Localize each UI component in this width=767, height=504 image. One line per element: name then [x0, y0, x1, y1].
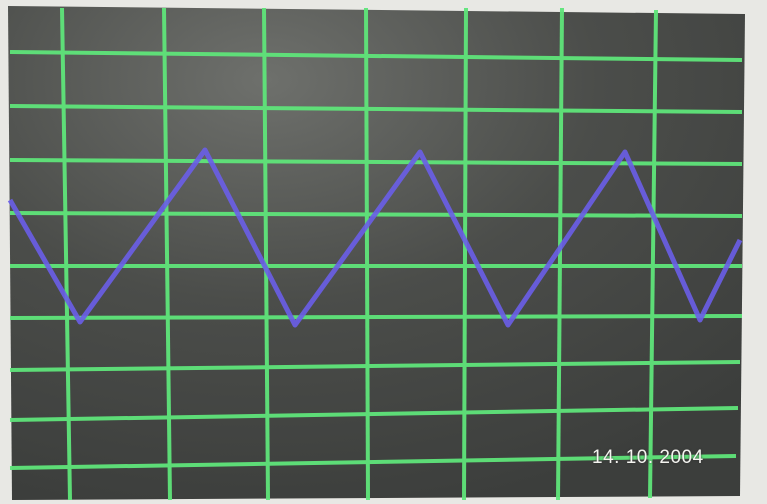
oscilloscope-photo: 14. 10. 2004	[0, 0, 767, 504]
screen	[0, 0, 767, 504]
date-stamp: 14. 10. 2004	[592, 447, 704, 469]
crt-surface	[8, 6, 745, 500]
